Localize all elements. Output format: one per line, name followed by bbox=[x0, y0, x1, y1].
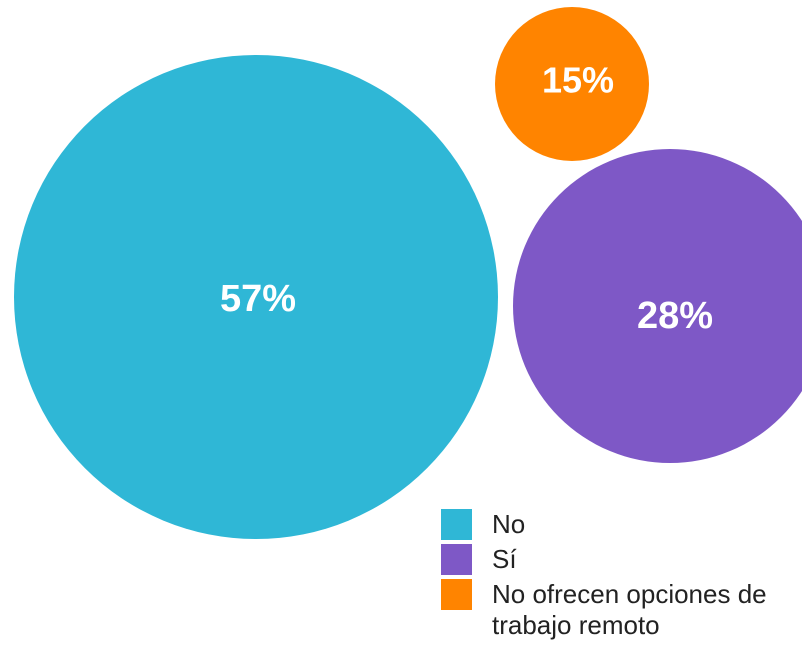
bubble-no-ofrecen bbox=[495, 7, 649, 161]
bubble-label-no: 57% bbox=[220, 278, 296, 320]
legend-swatch-no-ofrecen bbox=[441, 579, 472, 610]
legend: No Sí No ofrecen opciones de trabajo rem… bbox=[441, 509, 792, 645]
bubble-no bbox=[14, 55, 498, 539]
legend-item-no: No bbox=[441, 509, 792, 540]
bubble-label-no-ofrecen: 15% bbox=[542, 60, 614, 101]
legend-swatch-no bbox=[441, 509, 472, 540]
bubble-si bbox=[513, 149, 802, 463]
legend-swatch-si bbox=[441, 544, 472, 575]
legend-item-no-ofrecen: No ofrecen opciones de trabajo remoto bbox=[441, 579, 792, 641]
legend-label-no-ofrecen: No ofrecen opciones de trabajo remoto bbox=[492, 579, 767, 640]
bubble-label-si: 28% bbox=[637, 295, 713, 337]
legend-label-no: No bbox=[492, 509, 526, 539]
legend-item-si: Sí bbox=[441, 544, 792, 575]
legend-label-si: Sí bbox=[492, 544, 517, 574]
